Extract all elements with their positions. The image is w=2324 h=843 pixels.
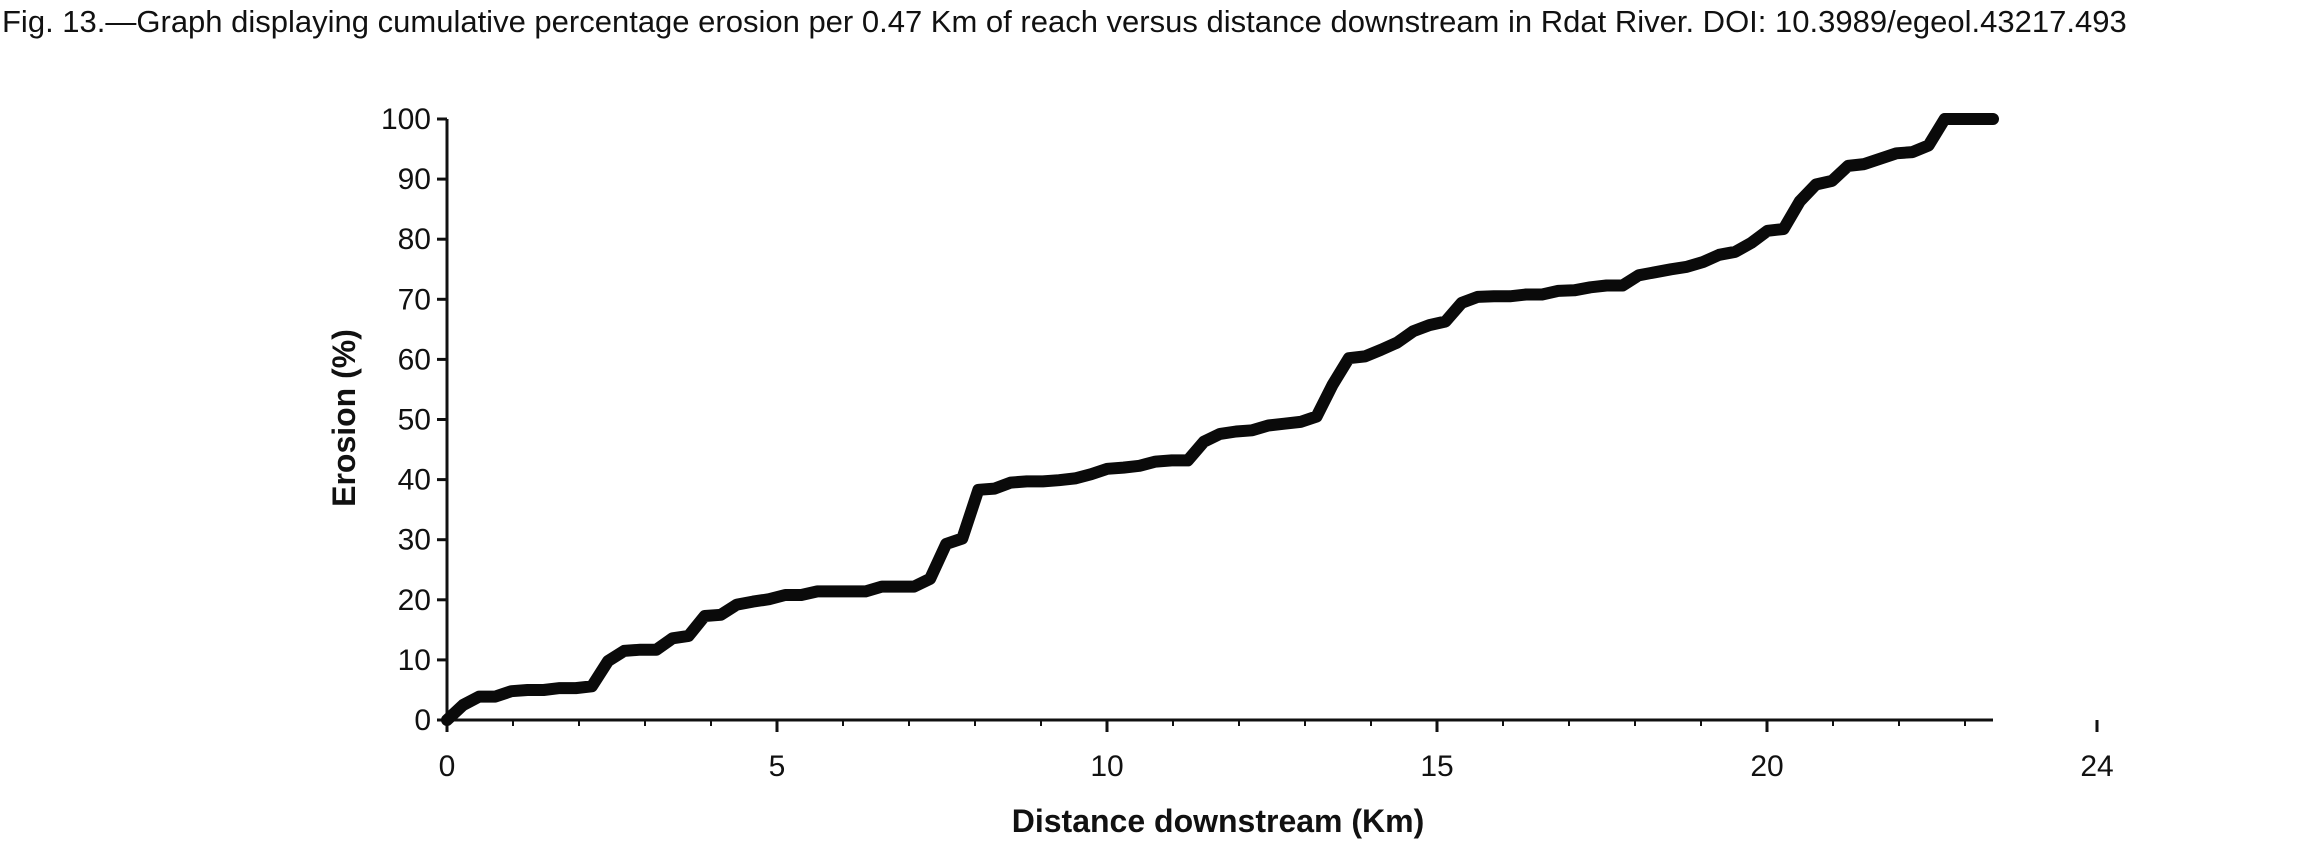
x-tick-label: 10 xyxy=(1090,750,1123,783)
x-tick-label: 0 xyxy=(439,750,456,783)
x-axis-title: Distance downstream (Km) xyxy=(1012,803,1425,839)
y-axis-title: Erosion (%) xyxy=(326,329,362,507)
y-tick-label: 30 xyxy=(398,524,431,557)
y-tick-label: 80 xyxy=(398,223,431,256)
y-tick-label: 10 xyxy=(398,644,431,677)
y-axis: 0 10 20 30 40 50 60 70 80 90 100 xyxy=(381,103,449,737)
figure-caption: Fig. 13.—Graph displaying cumulative per… xyxy=(2,4,2127,39)
y-tick-label: 90 xyxy=(398,163,431,196)
x-axis: 051015202429343944 xyxy=(439,718,2114,783)
y-tick-label: 0 xyxy=(414,704,431,737)
y-tick-label: 50 xyxy=(398,404,431,437)
y-tick-label: 20 xyxy=(398,584,431,617)
x-tick-label: 15 xyxy=(1420,750,1453,783)
y-tick-label: 40 xyxy=(398,464,431,497)
x-tick-label: 20 xyxy=(1750,750,1783,783)
y-tick-label: 60 xyxy=(398,343,431,376)
y-tick-label: 100 xyxy=(381,103,431,136)
x-tick-label: 24 xyxy=(2080,750,2113,783)
x-tick-label: 5 xyxy=(769,750,786,783)
cumulative-erosion-line xyxy=(441,113,1999,726)
y-tick-label: 70 xyxy=(398,283,431,316)
